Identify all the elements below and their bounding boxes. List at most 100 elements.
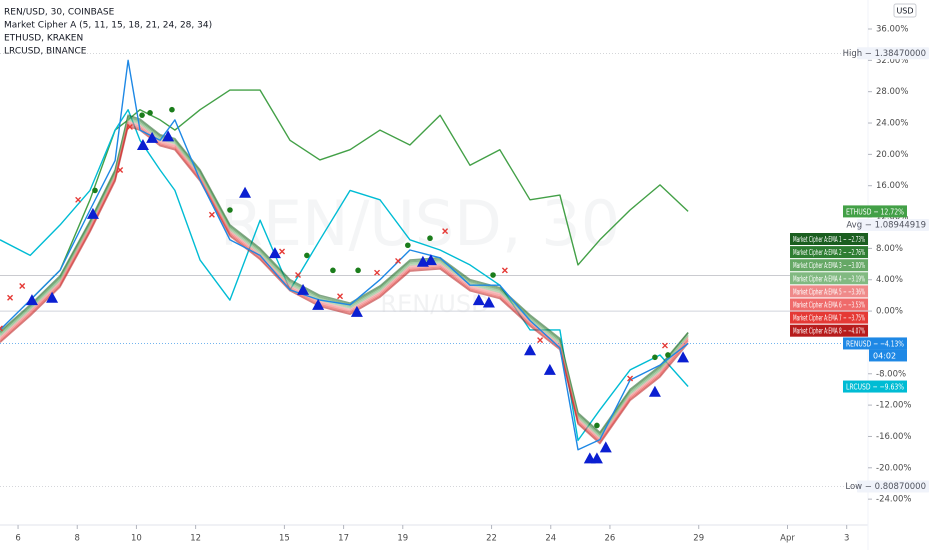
signal-triangle (648, 385, 661, 397)
signal-cross (627, 375, 634, 382)
signal-dot (169, 106, 175, 113)
signal-dot (665, 352, 671, 358)
signal-dot (594, 422, 600, 429)
watermark-sub: REN/USD (380, 290, 489, 318)
y-tick-label: 8.00% (876, 244, 903, 254)
x-tick-label: 15 (279, 534, 290, 544)
currency-box[interactable] (893, 3, 917, 18)
countdown-badge (869, 349, 907, 362)
ema-badge (790, 311, 868, 324)
signal-dot (652, 354, 658, 361)
watermark: REN/USD, 30 (220, 187, 620, 260)
ema-badge-label: Market Cipher A:EMA 2 − −2.76% (793, 248, 865, 257)
y-tick-label: 4.00% (876, 275, 903, 285)
y-tick-label: 16.00% (876, 181, 908, 191)
signal-triangle (543, 363, 556, 375)
level-label: High − 1.38470000 (843, 49, 926, 59)
signal-cross (661, 342, 668, 349)
signal-cross (337, 293, 344, 300)
signal-triangle (136, 138, 149, 150)
signal-triangle (46, 291, 59, 303)
signal-cross (501, 267, 508, 274)
ema-badge (790, 298, 868, 311)
ema-badge (790, 259, 868, 272)
y-tick-label: 36.00% (876, 24, 908, 34)
ema-badge-label: Market Cipher A:EMA 3 − −3.00% (793, 261, 865, 270)
legend-entry: ETHUSD, KRAKEN (4, 34, 83, 44)
y-tick-label: -24.00% (876, 495, 911, 505)
y-tick-label: 12.00% (876, 213, 908, 223)
ema-badge-label: Market Cipher A:EMA 5 − −3.36% (793, 287, 865, 296)
signal-cross (75, 196, 82, 203)
y-tick-label: 28.00% (876, 87, 908, 97)
signal-dot (92, 187, 98, 194)
signal-triangle (482, 296, 495, 308)
signal-cross (279, 248, 286, 255)
signal-dot (304, 252, 310, 259)
level-label: Low − 0.80870000 (845, 482, 926, 492)
ema-badge (790, 246, 868, 259)
ema-badge (790, 324, 868, 337)
ema-badge-label: Market Cipher A:EMA 1 − −2.73% (793, 235, 865, 244)
x-tick-label: 12 (190, 534, 201, 544)
signal-triangle (599, 441, 612, 453)
chart-title: REN/USD, 30, COINBASE (4, 8, 115, 18)
signal-triangle (350, 305, 363, 317)
signal-triangle (424, 254, 437, 266)
y-tick-label: 20.00% (876, 150, 908, 160)
level-badge (857, 480, 929, 493)
level-badge (857, 47, 929, 60)
plot (0, 52, 868, 487)
x-tick-label: 3 (844, 534, 849, 544)
signal-triangle (162, 130, 175, 142)
price-badge-label: LRCUSD − −9.63% (846, 383, 904, 392)
overlay: 36.00% 32.00% 28.00% 24.00% 20.00% 16.00% 12.0… (0, 24, 929, 544)
ema-badge (790, 233, 868, 245)
signal-triangle (297, 283, 310, 295)
signal-dot (490, 272, 496, 278)
signal-cross (117, 167, 124, 174)
y-tick-label: 32.00% (876, 56, 908, 66)
signal-triangle (677, 351, 690, 363)
price-badge (843, 337, 907, 350)
currency-label[interactable]: USD (896, 7, 913, 16)
signal-cross (537, 337, 544, 344)
x-tick-label: 17 (338, 534, 349, 544)
signal-cross (208, 211, 215, 218)
x-tick-label: 26 (605, 534, 616, 544)
y-tick-label: 0.00% (876, 307, 903, 317)
y-tick-label: -16.00% (876, 432, 911, 442)
signal-triangle (239, 186, 252, 198)
y-tick-label: 24.00% (876, 119, 908, 129)
price-badge-label: RENUSD − −4.13% (846, 339, 904, 348)
signal-dot (427, 235, 433, 242)
signal-dot (139, 112, 145, 118)
x-tick-label: 22 (486, 534, 497, 544)
signal-cross (126, 123, 133, 130)
ema-badge (790, 285, 868, 298)
ema-badge-label: Market Cipher A:EMA 4 − −3.19% (793, 274, 865, 283)
signal-triangle (25, 294, 38, 306)
x-tick-label: 10 (131, 534, 142, 544)
price-line (0, 59, 689, 451)
price-badge-label: ETHUSD − 12.72% (846, 207, 904, 216)
signal-triangle (86, 207, 99, 219)
signal-dot (227, 207, 233, 213)
signal-triangle (146, 131, 159, 143)
legend-entry: LRCUSD, BINANCE (4, 47, 87, 57)
ema-badge-label: Market Cipher A:EMA 7 − −3.75% (793, 314, 865, 323)
indicator-legend: Market Cipher A (5, 11, 15, 18, 21, 24, … (4, 21, 212, 31)
signal-dot (405, 242, 411, 249)
signal-cross (395, 257, 402, 264)
y-tick-label: -20.00% (876, 463, 911, 473)
ema-badge-label: Market Cipher A:EMA 8 − −4.07% (793, 327, 865, 336)
x-tick-label: 19 (397, 534, 408, 544)
y-tick-label: -12.00% (876, 401, 911, 411)
signal-dot (330, 267, 336, 274)
level-label: Avg − 1.08944919 (846, 221, 926, 231)
x-tick-label: 29 (693, 534, 704, 544)
signal-cross (0, 325, 3, 332)
countdown-label: 04:02 (873, 351, 896, 360)
x-tick-label: Apr (780, 534, 795, 544)
